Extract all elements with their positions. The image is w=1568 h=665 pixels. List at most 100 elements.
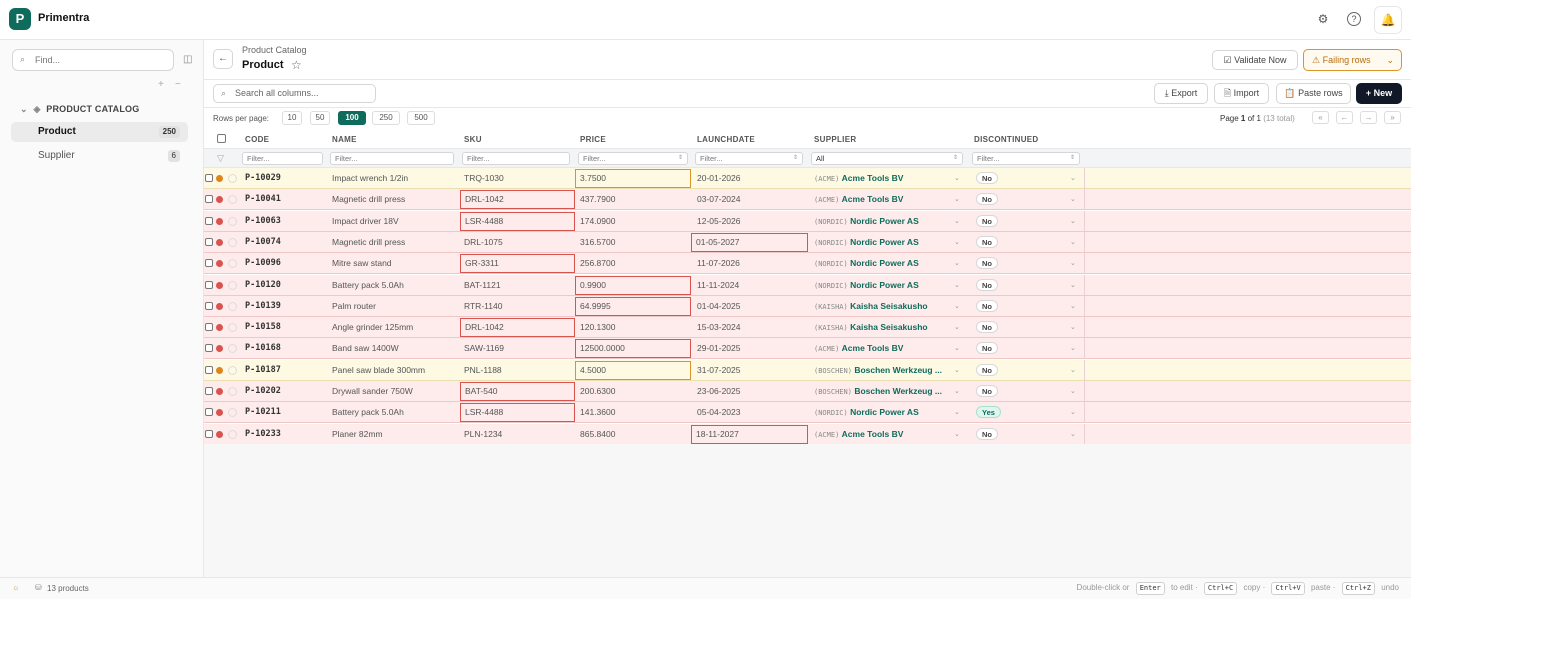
discontinued-pill[interactable]: No [976,257,998,270]
column-header-supplier[interactable]: SUPPLIER [814,135,857,144]
chevron-down-icon[interactable]: ⌄ [954,260,960,268]
discontinued-pill[interactable]: No [976,321,998,334]
cell-sku[interactable]: RTR-1140 [464,296,574,317]
chevron-down-icon[interactable]: ⌄ [954,302,960,310]
cell-supplier[interactable]: (KAISHA) Kaisha Seisakusho [814,317,956,338]
cell-code[interactable]: P-10158 [245,322,281,333]
cell-supplier[interactable]: (ACME) Acme Tools BV [814,168,956,189]
cell-sku[interactable]: LSR-4488 [460,211,575,231]
table-row[interactable]: P-10139 Palm router RTR-1140 64.9995 01-04-2… [204,295,1411,317]
cell-code[interactable]: P-10233 [245,428,281,439]
table-row[interactable]: P-10158 Angle grinder 125mm DRL-1042 120.13… [204,317,1411,339]
cell-price[interactable]: 174.0900 [580,211,690,232]
cell-launchdate[interactable]: 11-07-2026 [697,253,807,274]
table-row[interactable]: P-10211 Battery pack 5.0Ah LSR-4488 141.360… [204,402,1411,424]
discontinued-pill[interactable]: No [976,278,998,291]
row-checkbox[interactable] [205,323,213,332]
sidebar-group-product-catalog[interactable]: ⌄ ◈ PRODUCT CATALOG [20,104,139,115]
prev-page-button[interactable]: ← [1336,111,1353,124]
chevron-down-icon[interactable]: ⌄ [1070,409,1076,417]
chevron-down-icon[interactable]: ⌄ [954,324,960,332]
rows-per-page-10[interactable]: 10 [282,111,302,125]
cell-supplier[interactable]: (BOSCHEN) Boschen Werkzeug ... [814,381,956,402]
discontinued-pill[interactable]: No [976,172,998,184]
discontinued-pill[interactable]: Yes [976,406,1001,419]
cell-sku[interactable]: SAW-1169 [464,338,574,359]
cell-supplier[interactable]: (NORDIC) Nordic Power AS [814,253,956,274]
cell-price[interactable]: 4.5000 [575,360,691,380]
table-row[interactable]: P-10168 Band saw 1400W SAW-1169 12500.0000 2… [204,338,1411,360]
row-checkbox[interactable] [205,174,213,182]
cell-price[interactable]: 120.1300 [580,317,690,338]
discontinued-pill[interactable]: No [976,193,998,206]
notifications-button[interactable]: 🔔 [1374,6,1402,34]
table-row[interactable]: P-10096 Mitre saw stand GR-3311 256.8700 11-… [204,253,1411,275]
first-page-button[interactable]: « [1312,111,1329,124]
export-button[interactable]: ⤓ Export [1154,83,1208,104]
row-checkbox[interactable] [205,195,213,204]
row-checkbox[interactable] [205,216,213,225]
filter-supplier-select[interactable]: All ⇕ [811,152,963,165]
cell-code[interactable]: P-10096 [245,258,281,269]
discontinued-pill[interactable]: No [976,214,998,227]
cell-name[interactable]: Magnetic drill press [332,236,406,247]
cell-supplier[interactable]: (BOSCHEN) Boschen Werkzeug ... [814,360,956,381]
row-checkbox[interactable] [205,301,213,310]
chevron-down-icon[interactable]: ⌄ [954,175,960,182]
column-header-sku[interactable]: SKU [464,135,482,144]
new-row-button[interactable]: + New [1356,83,1402,104]
chevron-down-icon[interactable]: ⌄ [954,238,960,246]
help-circle-icon[interactable]: ? [1347,12,1361,26]
discontinued-pill[interactable]: No [976,299,998,312]
chevron-down-icon[interactable]: ⌄ [954,409,960,417]
chevron-down-icon[interactable]: ⌄ [1070,345,1076,353]
chevron-down-icon[interactable]: ⌄ [1070,196,1076,204]
discontinued-pill[interactable]: No [976,235,998,248]
rows-per-page-500[interactable]: 500 [407,111,435,125]
cell-price[interactable]: 3.7500 [575,169,691,188]
column-header-launchdate[interactable]: LAUNCHDATE [697,135,755,144]
cell-name[interactable]: Battery pack 5.0Ah [332,407,404,418]
column-header-price[interactable]: PRICE [580,135,606,144]
filter-sku-input[interactable]: Filter... [462,152,570,165]
cell-launchdate[interactable]: 11-11-2024 [697,275,807,296]
table-row[interactable]: P-10233 Planer 82mm PLN-1234 865.8400 18-11-… [204,423,1411,445]
last-page-button[interactable]: » [1384,111,1401,124]
chevron-down-icon[interactable]: ⌄ [954,345,960,353]
favorite-star-icon[interactable]: ☆ [291,58,302,72]
row-checkbox[interactable] [205,408,213,417]
chevron-down-icon[interactable]: ⌄ [1070,430,1076,438]
filter-price-input[interactable]: Filter... ⇕ [578,152,688,165]
table-row[interactable]: P-10029 Impact wrench 1/2in TRQ-1030 3.7500… [204,168,1411,189]
cell-sku[interactable]: GR-3311 [460,254,575,274]
row-checkbox[interactable] [205,280,213,289]
cell-sku[interactable]: BAT-540 [460,382,575,401]
table-row[interactable]: P-10074 Magnetic drill press DRL-1075 316.5… [204,231,1411,253]
chevron-down-icon[interactable]: ⌄ [1070,260,1076,268]
cell-launchdate[interactable]: 31-07-2025 [697,360,807,381]
cell-supplier[interactable]: (NORDIC) Nordic Power AS [814,232,956,253]
chevron-down-icon[interactable]: ⌄ [954,217,960,225]
chevron-down-icon[interactable]: ⌄ [1070,324,1076,332]
validate-now-button[interactable]: ☑ Validate Now [1212,50,1298,70]
filter-name-input[interactable]: Filter... [330,152,454,165]
cell-supplier[interactable]: (NORDIC) Nordic Power AS [814,402,956,423]
cell-code[interactable]: P-10041 [245,194,281,205]
filter-discontinued-select[interactable]: Filter... ⇕ [972,152,1080,165]
cell-sku[interactable]: DRL-1042 [460,190,575,210]
cell-name[interactable]: Palm router [332,300,376,311]
cell-supplier[interactable]: (ACME) Acme Tools BV [814,338,956,359]
cell-launchdate[interactable]: 23-06-2025 [697,381,807,402]
filter-launchdate-input[interactable]: Filter... ⇕ [695,152,803,165]
cell-name[interactable]: Planer 82mm [332,428,383,439]
discontinued-pill[interactable]: No [976,385,998,397]
paste-rows-button[interactable]: 📋 Paste rows [1276,83,1351,104]
cell-price[interactable]: 141.3600 [580,402,690,423]
rows-per-page-250[interactable]: 250 [372,111,400,125]
failing-rows-dropdown[interactable]: ⚠ Failing rows ⌄ [1303,49,1402,71]
cell-launchdate[interactable]: 03-07-2024 [697,189,807,210]
row-checkbox[interactable] [205,365,213,374]
column-header-discontinued[interactable]: DISCONTINUED [974,135,1039,144]
import-button[interactable]: 🗎 Import [1214,83,1269,104]
sidebar-find-input[interactable] [12,49,174,71]
